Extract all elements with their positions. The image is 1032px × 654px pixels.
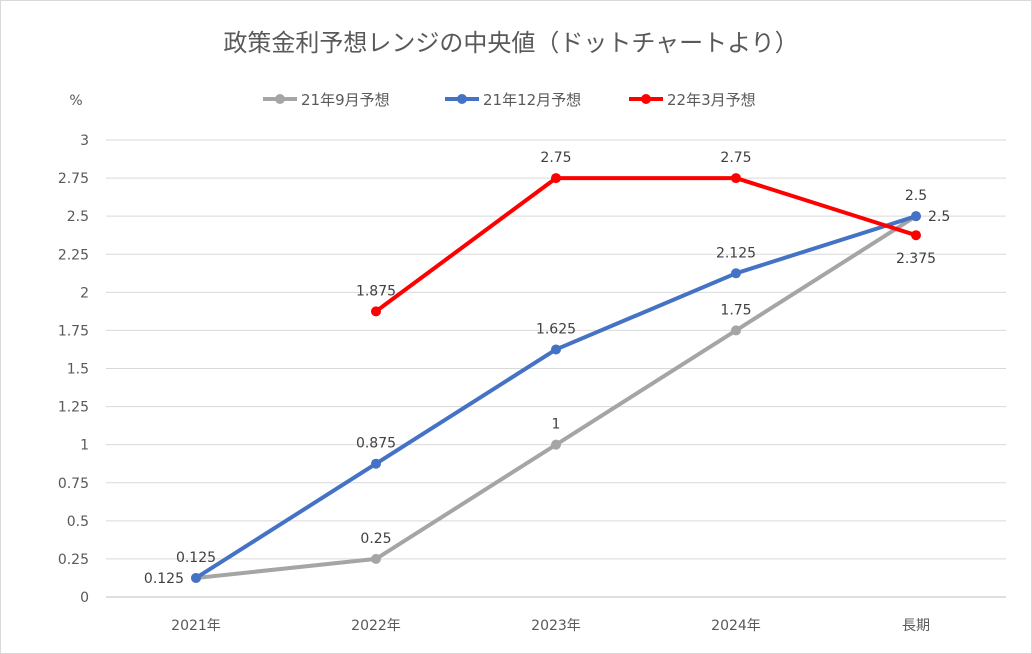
data-point: [731, 173, 741, 184]
data-label: 2.75: [720, 150, 751, 166]
legend-marker: [641, 94, 651, 104]
chart-title: 政策金利予想レンジの中央値（ドットチャートより）: [223, 29, 798, 57]
y-tick-label: 1.5: [67, 362, 89, 378]
data-point: [191, 572, 201, 583]
data-label: 1.75: [720, 302, 751, 318]
y-axis-label: %: [69, 93, 82, 109]
y-tick-label: 2.75: [58, 171, 89, 187]
data-point: [371, 553, 381, 564]
data-point: [731, 268, 741, 279]
x-tick-label: 2022年: [351, 618, 401, 634]
series-line: [195, 214, 918, 580]
x-tick-label: 2021年: [171, 618, 221, 634]
data-point: [371, 306, 381, 317]
x-tick-label: 長期: [902, 618, 930, 634]
y-tick-label: 2.25: [58, 247, 89, 263]
legend-label: 21年12月予想: [483, 91, 581, 109]
y-tick-label: 0: [80, 590, 89, 606]
y-tick-label: 0.25: [58, 552, 89, 568]
y-tick-label: 2.5: [67, 209, 89, 225]
y-tick-label: 1.25: [58, 400, 89, 416]
data-point: [551, 344, 561, 355]
legend-marker: [275, 94, 285, 104]
series-line: [194, 214, 917, 580]
data-label: 2.5: [928, 209, 950, 225]
legend-item: 21年12月予想: [445, 91, 581, 109]
data-label: 1: [552, 417, 561, 433]
y-tick-label: 1.75: [58, 323, 89, 339]
data-label: 0.125: [176, 550, 216, 566]
x-tick-label: 2024年: [711, 618, 761, 634]
y-tick-label: 0.5: [67, 514, 89, 530]
series-line: [374, 176, 917, 313]
data-label: 1.625: [536, 321, 576, 337]
data-label: 0.25: [360, 531, 391, 547]
data-point: [731, 325, 741, 336]
data-point: [551, 173, 561, 184]
legend-item: 21年9月予想: [263, 91, 390, 109]
x-tick-label: 2023年: [531, 618, 581, 634]
y-tick-label: 3: [80, 133, 89, 149]
data-label: 1.875: [356, 283, 396, 299]
data-label: 2.5: [905, 188, 927, 204]
data-point: [911, 211, 921, 222]
y-tick-label: 1: [80, 438, 89, 454]
data-label: 0.875: [356, 436, 396, 452]
data-point: [371, 458, 381, 469]
data-label: 2.375: [896, 251, 936, 267]
data-label: 2.75: [540, 150, 571, 166]
legend-label: 22年3月予想: [667, 91, 756, 109]
legend-marker: [457, 94, 467, 104]
y-tick-label: 2: [80, 285, 89, 301]
data-point: [551, 439, 561, 450]
legend-item: 22年3月予想: [629, 91, 756, 109]
data-point: [911, 230, 921, 241]
data-label: 0.125: [144, 571, 184, 587]
y-tick-label: 0.75: [58, 476, 89, 492]
legend-label: 21年9月予想: [301, 91, 390, 109]
data-label: 2.125: [716, 245, 756, 261]
